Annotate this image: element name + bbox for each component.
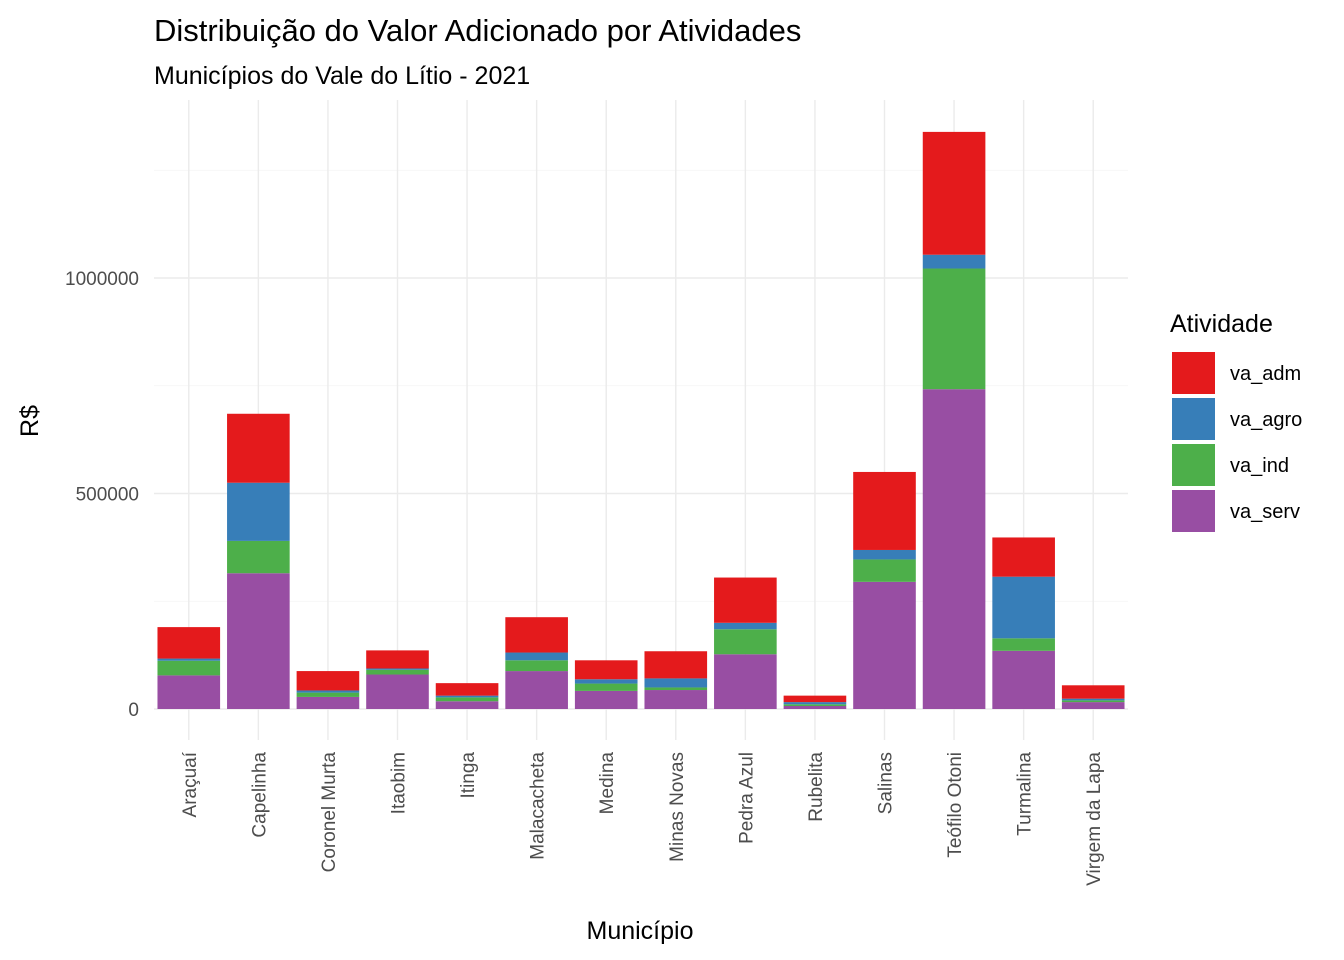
bar-segment-va_adm <box>714 577 777 623</box>
legend-label-va_serv: va_serv <box>1230 501 1300 523</box>
bar-segment-va_serv <box>992 650 1055 709</box>
legend-label-va_agro: va_agro <box>1230 409 1302 431</box>
bar-segment-va_ind <box>644 687 708 691</box>
bar-segment-va_serv <box>644 690 708 709</box>
bar-segment-va_ind <box>1061 700 1125 703</box>
bar-segment-va_adm <box>783 695 847 703</box>
bar-segment-va_agro <box>922 254 986 269</box>
legend-swatch-va_adm <box>1172 352 1215 394</box>
bar-segment-va_adm <box>505 617 568 653</box>
legend-title: Atividade <box>1170 310 1273 338</box>
x-tick-label: Salinas <box>876 752 897 814</box>
bar-segment-va_adm <box>644 651 708 679</box>
bar-segment-va_ind <box>783 704 847 706</box>
bar-segment-va_agro <box>227 482 290 541</box>
bar-segment-va_ind <box>366 669 429 675</box>
bar-segment-va_ind <box>714 629 777 655</box>
bar-segment-va_adm <box>435 683 499 696</box>
x-tick-label: Virgem da Lapa <box>1084 752 1105 886</box>
bar-segment-va_adm <box>296 671 360 691</box>
bar-segment-va_ind <box>853 559 916 582</box>
bar-segment-va_adm <box>574 660 638 680</box>
x-tick-label: Itaobim <box>389 752 410 814</box>
bar-segment-va_serv <box>853 581 916 709</box>
x-tick-label: Capelinha <box>249 752 270 838</box>
bar-segment-va_agro <box>992 576 1055 639</box>
y-axis-ticks: 0 500000 1000000 <box>65 269 139 721</box>
bar-segment-va_serv <box>922 389 986 709</box>
bar-segment-va_ind <box>227 540 290 574</box>
bar-segment-va_agro <box>714 622 777 630</box>
bar-segment-va_serv <box>714 654 777 709</box>
bar-segment-va_ind <box>992 638 1055 651</box>
bar-segment-va_serv <box>783 705 847 709</box>
bar-segment-va_agro <box>853 549 916 560</box>
legend-swatch-va_agro <box>1172 398 1215 440</box>
bar-segment-va_serv <box>296 696 360 709</box>
bar-segment-va_adm <box>992 537 1055 577</box>
bar-segment-va_agro <box>1061 698 1125 701</box>
bar-segment-va_adm <box>922 131 986 255</box>
legend-swatch-va_ind <box>1172 444 1215 486</box>
bar-segment-va_serv <box>157 675 221 709</box>
chart-subtitle: Municípios do Vale do Lítio - 2021 <box>154 62 530 90</box>
bars <box>157 131 1125 709</box>
x-tick-label: Malacacheta <box>528 752 549 860</box>
bar-segment-va_agro <box>574 679 638 684</box>
bar-segment-va_ind <box>574 683 638 691</box>
bar-segment-va_ind <box>435 697 499 702</box>
bar-segment-va_agro <box>783 702 847 705</box>
chart-title: Distribuição do Valor Adicionado por Ati… <box>154 13 801 48</box>
bar-segment-va_serv <box>1061 702 1125 709</box>
bar-segment-va_agro <box>366 668 429 670</box>
legend-swatch-va_serv <box>1172 490 1215 532</box>
bar-segment-va_ind <box>296 692 360 697</box>
bar-segment-va_serv <box>505 671 568 709</box>
x-tick-label: Teófilo Otoni <box>945 752 966 858</box>
bar-segment-va_agro <box>435 695 499 698</box>
bar-segment-va_serv <box>574 690 638 709</box>
x-tick-label: Rubelita <box>806 752 827 822</box>
x-tick-label: Pedra Azul <box>736 752 757 844</box>
bar-segment-va_adm <box>157 627 221 659</box>
bar-segment-va_serv <box>366 674 429 709</box>
bar-segment-va_serv <box>435 701 499 709</box>
y-tick-label: 0 <box>128 700 139 721</box>
x-tick-label: Coronel Murta <box>319 752 340 873</box>
bar-segment-va_serv <box>227 573 290 709</box>
x-tick-label: Itinga <box>458 752 479 799</box>
bar-segment-va_agro <box>157 658 221 661</box>
bar-segment-va_adm <box>853 471 916 550</box>
bar-segment-va_adm <box>227 413 290 483</box>
bar-segment-va_ind <box>922 268 986 390</box>
x-tick-label: Araçuaí <box>180 751 201 817</box>
legend-label-va_ind: va_ind <box>1230 455 1289 477</box>
y-tick-label: 500000 <box>76 485 139 506</box>
x-tick-label: Medina <box>597 752 618 815</box>
bar-segment-va_agro <box>505 652 568 661</box>
legend: Atividade va_adm va_agro va_ind va_serv <box>1170 310 1302 532</box>
bar-segment-va_ind <box>157 660 221 676</box>
bar-segment-va_ind <box>505 660 568 672</box>
x-axis-title: Município <box>587 917 694 945</box>
bar-segment-va_agro <box>644 678 708 688</box>
y-axis-title: R$ <box>16 405 44 437</box>
y-tick-label: 1000000 <box>65 269 139 290</box>
x-tick-label: Turmalina <box>1015 752 1036 836</box>
x-axis-ticks: Araçuaí Capelinha Coronel Murta Itaobim Itin… <box>180 751 1105 886</box>
bar-segment-va_agro <box>296 690 360 693</box>
bar-segment-va_adm <box>366 650 429 669</box>
x-tick-label: Minas Novas <box>667 752 688 862</box>
legend-label-va_adm: va_adm <box>1230 363 1301 385</box>
bar-segment-va_adm <box>1061 685 1125 699</box>
